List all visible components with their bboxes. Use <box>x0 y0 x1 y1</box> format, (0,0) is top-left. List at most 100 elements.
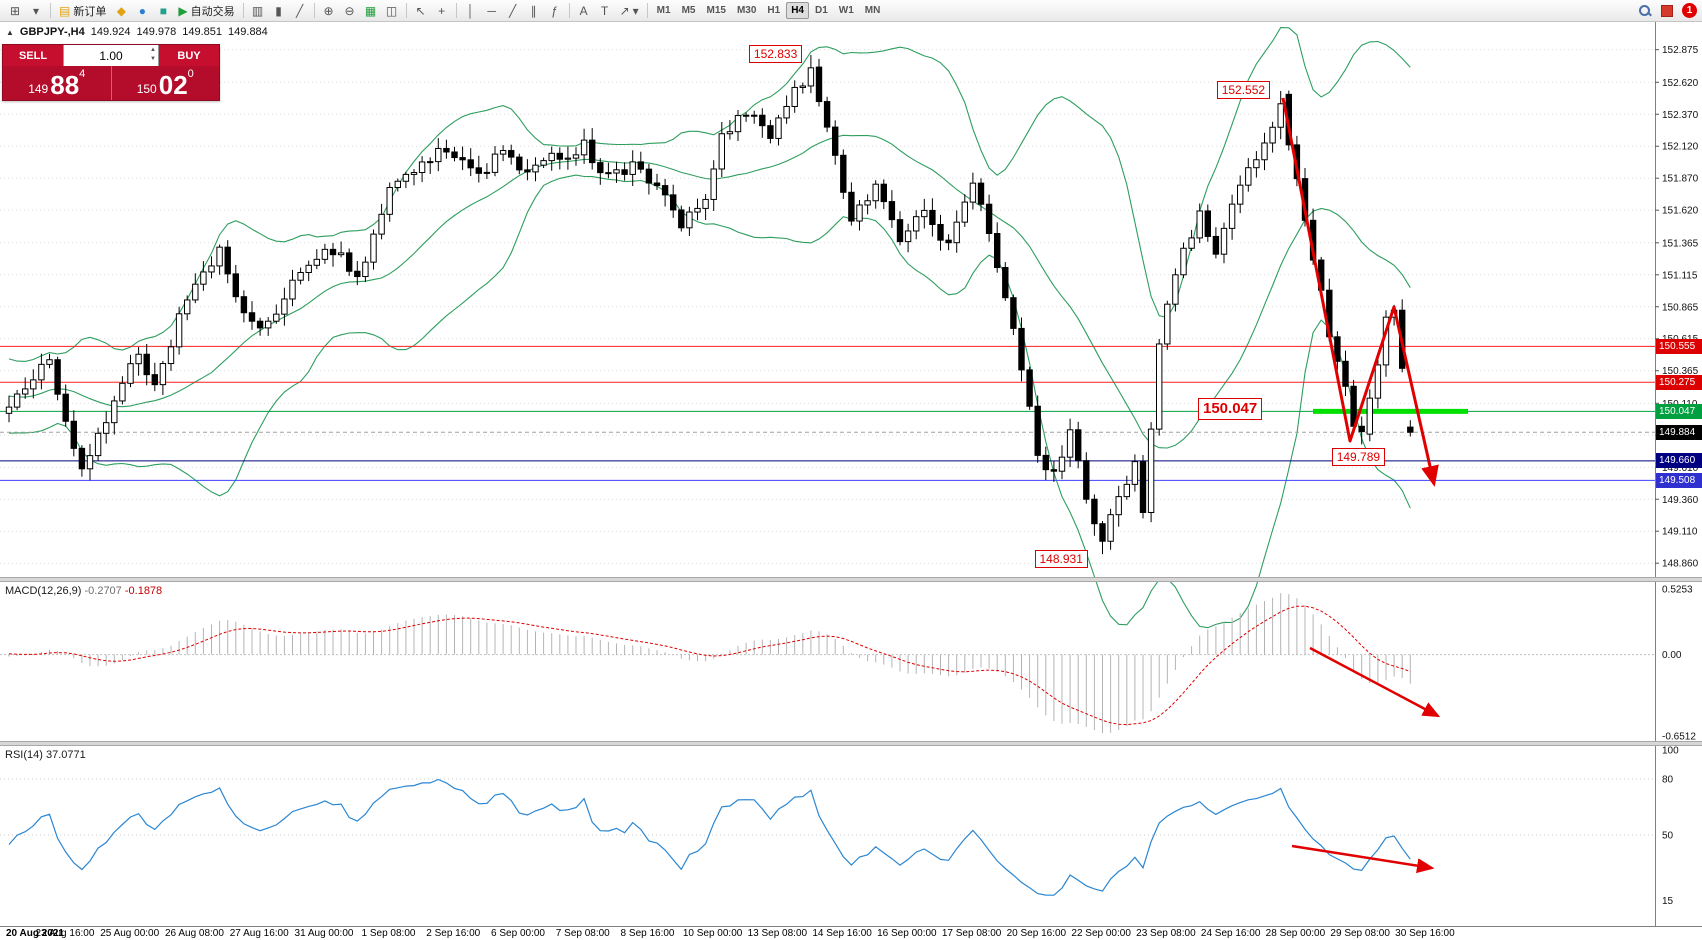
ask-big: 02 <box>158 70 188 100</box>
timeframe-d1-button[interactable]: D1 <box>814 5 828 16</box>
time-label: 29 Sep 08:00 <box>1330 928 1390 939</box>
indicators-icon: ▦ <box>364 3 377 18</box>
ask-main: 150 <box>136 82 157 96</box>
volume-spin-icons[interactable]: ▲ ▼ <box>150 46 156 64</box>
time-axis: 20 Aug 2021 23 Aug 16:00 25 Aug 00:00 26 Au… <box>0 928 1702 940</box>
arrows-button[interactable]: ↗ ▾ <box>616 2 643 20</box>
annotation-149789[interactable]: 149.789 <box>1331 448 1386 467</box>
text-button[interactable]: A <box>574 2 594 20</box>
timeframe-m15-button[interactable]: M15 <box>706 5 726 16</box>
chat-button[interactable]: ● <box>132 2 152 20</box>
vertical-line-button[interactable]: │ <box>461 2 481 20</box>
time-label: 23 Sep 08:00 <box>1136 928 1196 939</box>
line-chart-button[interactable]: ╱ <box>290 2 310 20</box>
macd-layer <box>0 593 1655 734</box>
svg-text:80: 80 <box>1662 774 1674 785</box>
time-label: 26 Aug 08:00 <box>164 928 224 939</box>
fibonacci-button[interactable]: ƒ <box>545 2 565 20</box>
zoom-in-button[interactable]: ⊕ <box>319 2 339 20</box>
time-label: 1 Sep 08:00 <box>361 928 416 939</box>
crosshair-button[interactable]: + <box>432 2 452 20</box>
trendline-button[interactable]: ╱ <box>503 2 523 20</box>
timeframe-m5-button[interactable]: M5 <box>681 5 696 16</box>
rsi-value: 37.0771 <box>45 749 86 761</box>
buy-button[interactable]: BUY <box>159 45 219 66</box>
svg-text:151.620: 151.620 <box>1662 206 1699 217</box>
svg-text:148.860: 148.860 <box>1662 559 1699 570</box>
sell-button[interactable]: SELL <box>3 45 63 66</box>
quote-toggle-icon[interactable]: ▲ <box>6 27 14 37</box>
vertical-line-icon: │ <box>466 3 475 18</box>
candles-layer <box>5 55 1414 555</box>
timeframe-h4-button[interactable]: H4 <box>786 2 809 19</box>
price-label-149508: 149.508 <box>1656 472 1702 488</box>
profiles-button[interactable]: ▾ <box>26 2 46 20</box>
quote-low: 149.851 <box>182 26 223 38</box>
price-label-bid: 149.884 <box>1656 424 1702 440</box>
timeframe-m1-button[interactable]: M1 <box>656 5 671 16</box>
zoom-out-button[interactable]: ⊖ <box>340 2 360 20</box>
annotation-152833[interactable]: 152.833 <box>748 45 803 64</box>
candlestick-chart-button[interactable]: ▮ <box>269 2 289 20</box>
toolbar-separator <box>455 3 457 18</box>
annotation-152552[interactable]: 152.552 <box>1216 80 1271 99</box>
panel-separator[interactable] <box>0 741 1702 746</box>
bid-big: 88 <box>50 70 80 100</box>
toolbar-separator <box>646 3 648 18</box>
timeframe-h1-button[interactable]: H1 <box>767 5 781 16</box>
svg-text:152.620: 152.620 <box>1662 78 1699 89</box>
annotation-148931[interactable]: 148.931 <box>1034 550 1088 569</box>
channel-button[interactable]: ∥ <box>524 2 544 20</box>
market-button[interactable]: ■ <box>153 2 173 20</box>
autotrading-play-icon: ▶ <box>178 3 188 18</box>
search-icon <box>1638 4 1652 18</box>
arrows-icon: ↗ <box>619 3 630 18</box>
quote-close: 149.884 <box>228 26 268 38</box>
time-label: 8 Sep 16:00 <box>620 928 675 939</box>
fibonacci-icon: ƒ <box>551 3 558 18</box>
new-order-icon: ▤ <box>59 3 71 18</box>
panel-separator[interactable] <box>0 577 1702 582</box>
new-chart-button[interactable]: ⊞ <box>5 2 25 20</box>
news-button[interactable] <box>1657 2 1677 20</box>
price-label-150047: 150.047 <box>1656 403 1702 419</box>
indicators-button[interactable]: ▦ <box>361 2 381 20</box>
macd-signal-value: -0.1878 <box>124 585 163 597</box>
chevron-up-icon[interactable]: ▲ <box>150 47 156 53</box>
search-button[interactable] <box>1634 2 1656 20</box>
svg-text:150.365: 150.365 <box>1662 366 1699 377</box>
new-order-button[interactable]: ▤ 新订单 <box>55 2 110 20</box>
autotrading-button[interactable]: ▶ 自动交易 <box>174 2 238 20</box>
macd-name: MACD(12,26,9) <box>5 585 82 597</box>
time-label: 2 Sep 16:00 <box>426 928 481 939</box>
chevron-down-icon[interactable]: ▼ <box>150 56 156 62</box>
timeframe-m30-button[interactable]: M30 <box>736 5 757 16</box>
quote-high: 149.978 <box>136 26 177 38</box>
chevron-down-icon: ▾ <box>632 3 639 18</box>
tile-windows-button[interactable]: ◫ <box>382 2 402 20</box>
svg-text:152.120: 152.120 <box>1662 142 1699 153</box>
bid-sup: 4 <box>79 68 86 80</box>
svg-text:50: 50 <box>1662 831 1674 842</box>
bid-main: 149 <box>28 82 49 96</box>
ask-sup: 0 <box>187 68 194 80</box>
rsi-label: RSI(14) 37.0771 <box>5 749 86 761</box>
macd-label: MACD(12,26,9) -0.2707 -0.1878 <box>5 585 162 597</box>
timeframe-mn-button[interactable]: MN <box>864 5 881 16</box>
timeframe-w1-button[interactable]: W1 <box>838 5 854 16</box>
macd-value: -0.2707 <box>84 585 122 597</box>
bar-chart-button[interactable]: ▥ <box>248 2 268 20</box>
rsi-name: RSI(14) <box>5 749 43 761</box>
volume-value[interactable]: 1.00 <box>99 48 123 63</box>
text-label-button[interactable]: T <box>595 2 615 20</box>
main-toolbar: ⊞ ▾ ▤ 新订单 ◆ ● ■ ▶ 自动交易 ▥ ▮ ╱ ⊕ ⊖ ▦ ◫ ↖ +… <box>0 0 1702 22</box>
mql5-community-button[interactable]: ◆ <box>111 2 131 20</box>
annotation-150047[interactable]: 150.047 <box>1198 398 1263 421</box>
new-chart-icon: ⊞ <box>9 3 21 18</box>
horizontal-line-button[interactable]: ─ <box>482 2 502 20</box>
cursor-button[interactable]: ↖ <box>411 2 431 20</box>
volume-stepper[interactable]: 1.00 ▲ ▼ <box>63 45 159 66</box>
notification-badge[interactable]: 1 <box>1682 3 1697 18</box>
toolbar-separator <box>568 3 570 18</box>
